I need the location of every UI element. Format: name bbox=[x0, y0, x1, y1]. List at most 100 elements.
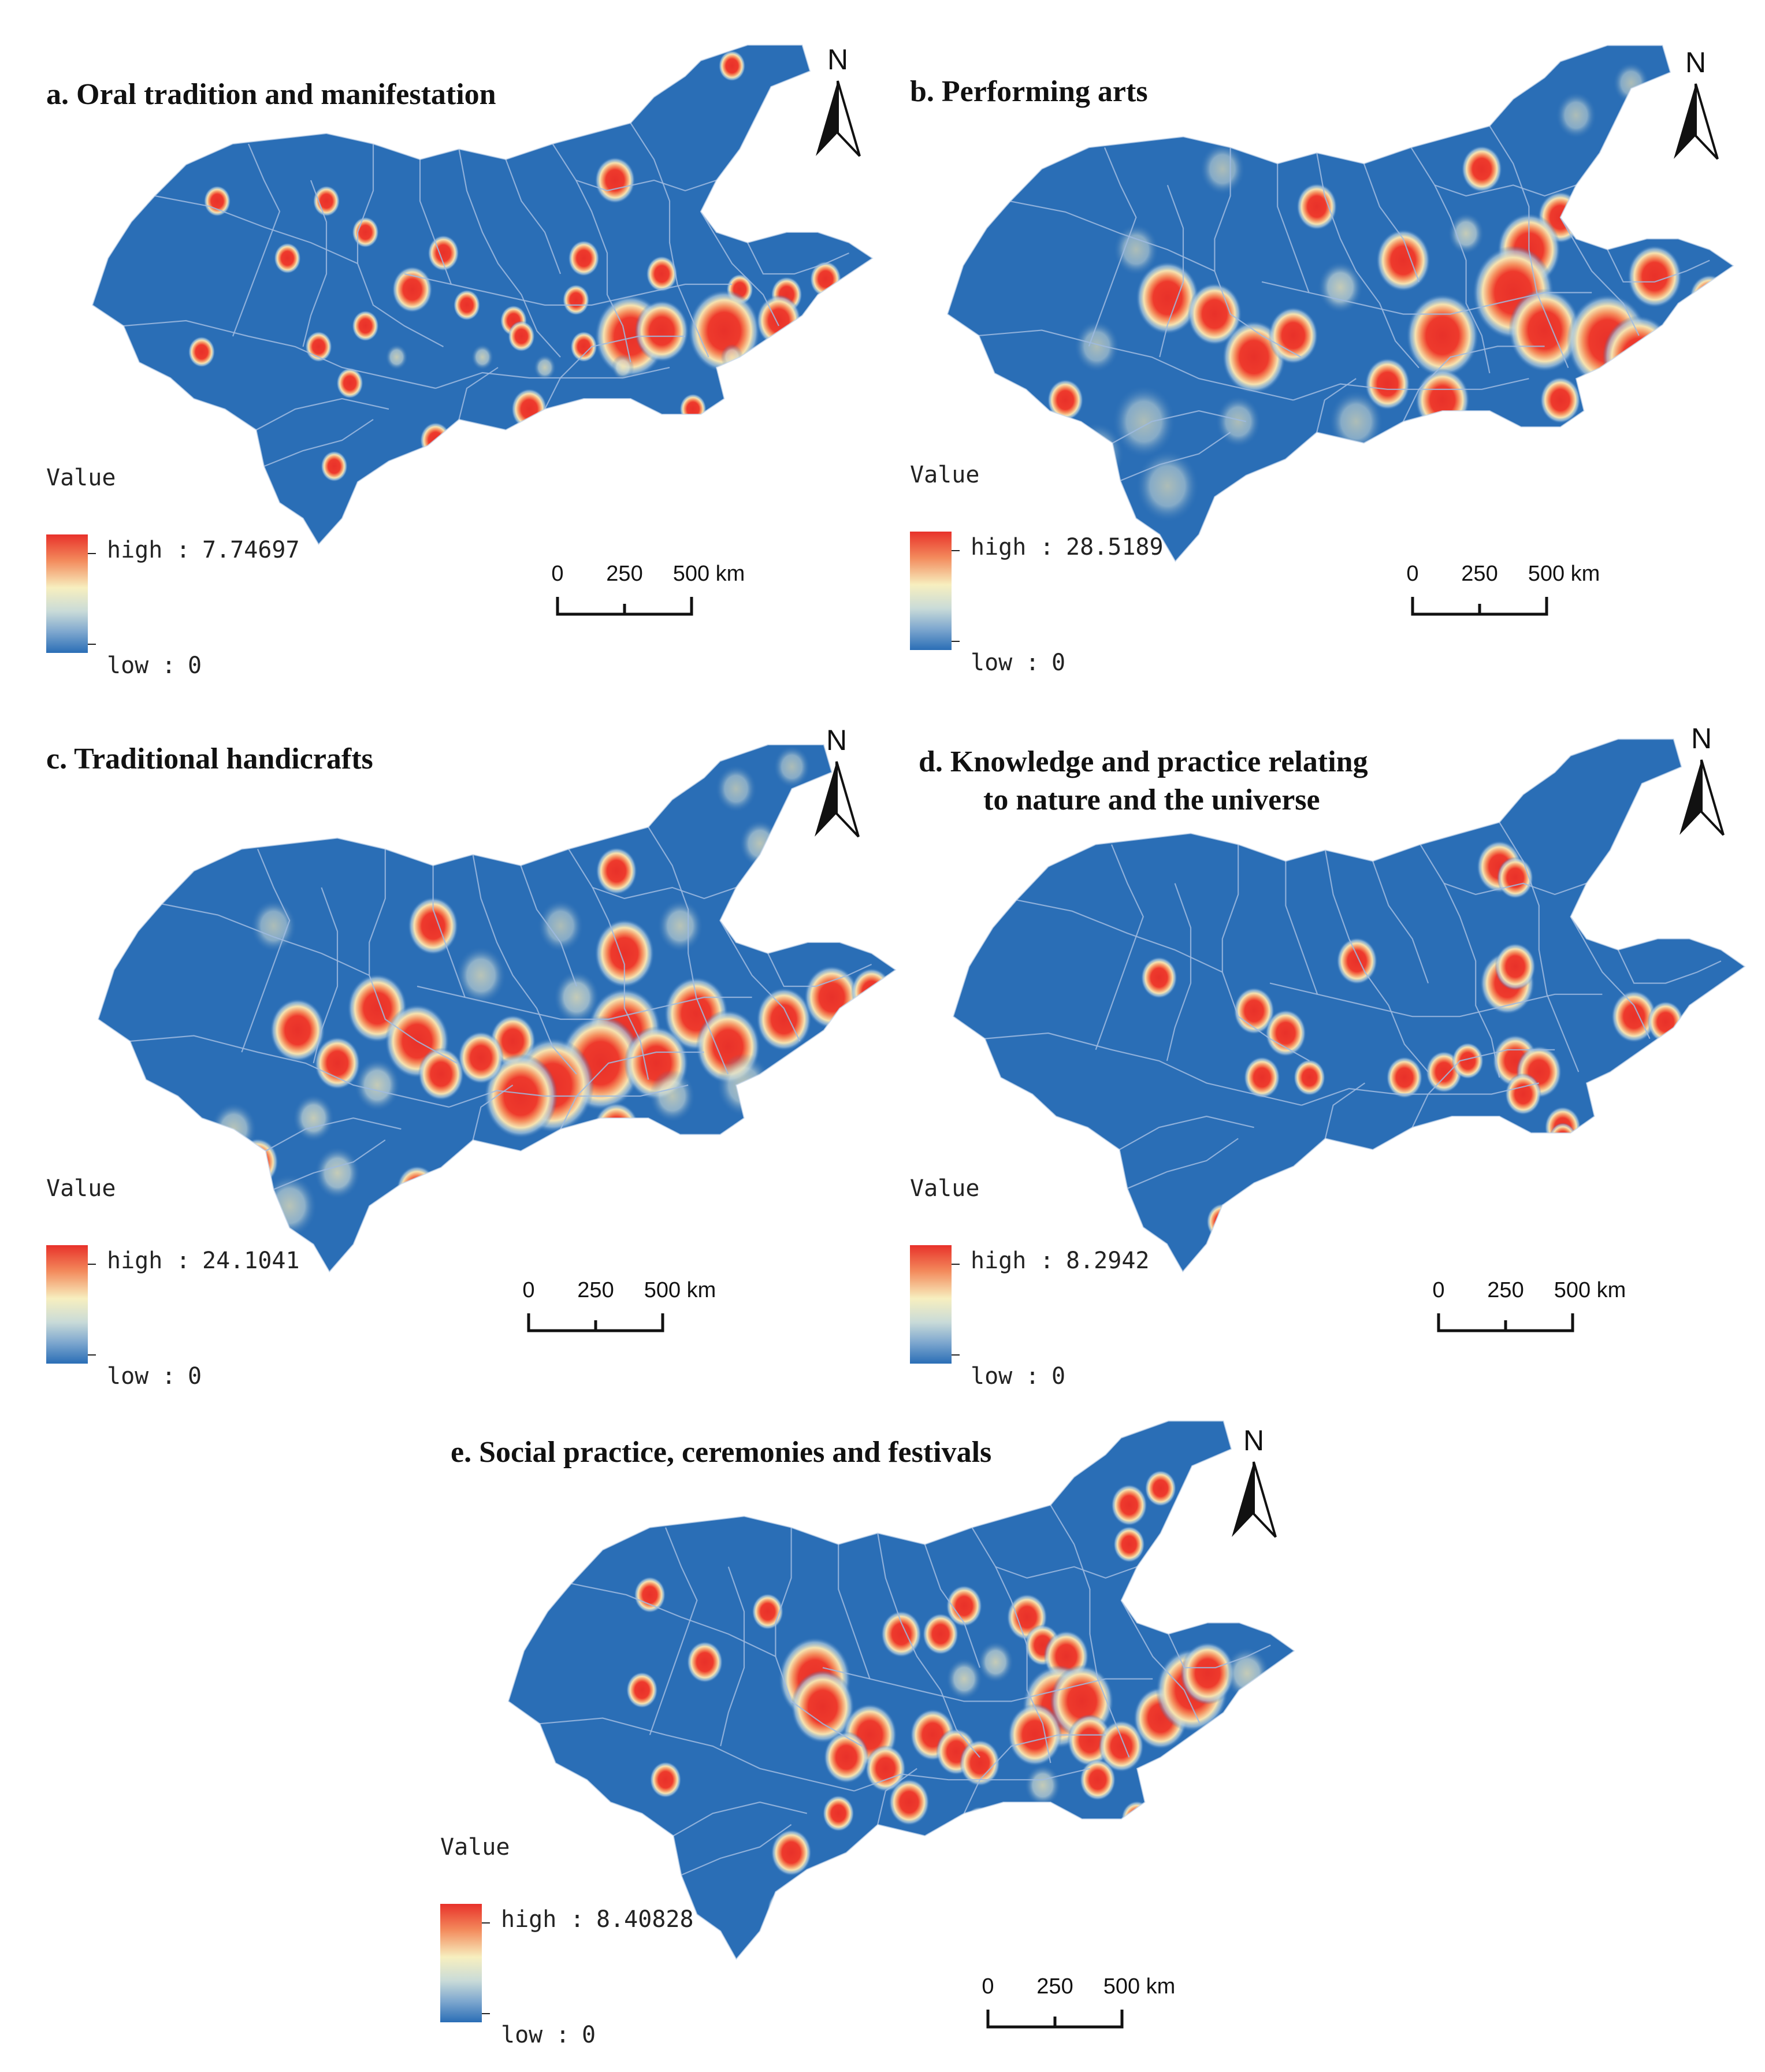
density-hotspot bbox=[1079, 1759, 1116, 1801]
admin-boundaries bbox=[123, 122, 849, 467]
density-hotspot bbox=[1121, 1800, 1153, 1837]
scale-bar-e: 0 250 500 km bbox=[982, 1974, 1175, 2029]
density-hotspot bbox=[1634, 344, 1675, 392]
legend-low-value: 0 bbox=[1051, 1363, 1065, 1390]
legend-low-value: 0 bbox=[582, 2022, 596, 2048]
density-hotspot bbox=[1024, 1764, 1061, 1806]
legend-high-label: high bbox=[501, 1906, 556, 1933]
scale-tick-label: 500 km bbox=[1554, 1278, 1626, 1302]
scale-bar-d: 0 250 500 km bbox=[1432, 1278, 1626, 1332]
scale-tick-label: 0 bbox=[1432, 1278, 1444, 1302]
panel-title-d: to nature and the universe bbox=[983, 784, 1320, 816]
scale-tick-label: 0 bbox=[522, 1278, 534, 1302]
density-hotspot bbox=[1296, 183, 1337, 231]
density-hotspot bbox=[1113, 223, 1159, 276]
scale-tick-label: 500 km bbox=[644, 1278, 716, 1302]
scale-tick-label: 500 km bbox=[673, 562, 745, 586]
density-hotspot bbox=[484, 1053, 558, 1139]
scale-tick-label: 0 bbox=[551, 562, 563, 586]
density-hotspot bbox=[752, 1593, 784, 1630]
density-hotspot bbox=[1243, 1056, 1280, 1099]
density-hotspot bbox=[562, 284, 590, 315]
region-map-e bbox=[508, 1421, 1294, 1959]
density-hotspot bbox=[959, 1739, 1001, 1787]
svg-text:N: N bbox=[1243, 1424, 1264, 1457]
density-hotspot bbox=[850, 968, 893, 1016]
density-hotspot bbox=[314, 1146, 361, 1200]
svg-text::: : bbox=[162, 1363, 176, 1390]
density-hotspot bbox=[1268, 307, 1318, 365]
density-hotspot bbox=[568, 240, 600, 277]
map-panel-a: a. Oral tradition and manifestation N Valu… bbox=[46, 43, 874, 679]
svg-text:N: N bbox=[1691, 722, 1712, 755]
density-layer-e bbox=[626, 1470, 1270, 1927]
density-hotspot bbox=[1448, 213, 1484, 255]
svg-text::: : bbox=[1025, 1363, 1039, 1390]
density-hotspot bbox=[611, 354, 634, 381]
admin-boundaries bbox=[984, 822, 1722, 1189]
density-hotspot bbox=[1329, 390, 1384, 453]
density-hotspot bbox=[270, 998, 325, 1062]
legend-heading: Value bbox=[440, 1834, 510, 1861]
density-hotspot bbox=[1627, 245, 1682, 308]
density-hotspot bbox=[292, 1094, 335, 1142]
density-hotspot bbox=[407, 897, 459, 955]
legend-low-label: low bbox=[107, 1363, 149, 1390]
north-arrow-icon: N bbox=[1679, 722, 1725, 836]
density-hotspot bbox=[686, 1641, 723, 1683]
panel-title-b: b. Performing arts bbox=[910, 75, 1148, 108]
density-hotspot bbox=[880, 1610, 922, 1658]
admin-boundaries bbox=[979, 125, 1710, 481]
density-hotspot bbox=[1135, 450, 1199, 523]
density-hotspot bbox=[977, 1641, 1014, 1683]
density-hotspot bbox=[1145, 1470, 1177, 1507]
density-hotspot bbox=[553, 971, 600, 1024]
density-hotspot bbox=[1265, 1009, 1306, 1057]
scale-tick-label: 0 bbox=[1406, 562, 1418, 586]
admin-boundaries bbox=[540, 1505, 1271, 1876]
legend-low-label: low bbox=[971, 1363, 1013, 1390]
density-hotspot bbox=[570, 331, 597, 362]
map-panel-c: c. Traditional handicraftsNValuehigh:24.… bbox=[46, 724, 897, 1390]
density-hotspot bbox=[1112, 385, 1176, 458]
density-hotspot bbox=[1504, 1073, 1541, 1115]
legend-heading: Value bbox=[46, 1175, 116, 1202]
density-hotspot bbox=[1140, 956, 1177, 999]
scale-bar-b: 0 250 500 km bbox=[1406, 562, 1600, 616]
svg-text::: : bbox=[1040, 534, 1054, 560]
density-hotspot bbox=[767, 1890, 800, 1927]
legend-low-label: low bbox=[501, 2022, 543, 2048]
svg-text:N: N bbox=[1685, 46, 1706, 79]
scale-tick-label: 250 bbox=[606, 562, 642, 586]
density-hotspot bbox=[865, 1745, 906, 1792]
panel-title-d: d. Knowledge and practice relating bbox=[919, 745, 1368, 778]
density-hotspot bbox=[419, 422, 452, 459]
svg-text::: : bbox=[1040, 1247, 1054, 1274]
legend-high-value: 7.74697 bbox=[202, 537, 300, 563]
legend-low-value: 0 bbox=[188, 652, 202, 679]
region-map-c bbox=[98, 745, 895, 1272]
density-hotspot bbox=[1098, 1720, 1144, 1773]
density-hotspot bbox=[396, 1165, 438, 1213]
density-hotspot bbox=[594, 157, 636, 204]
density-hotspot bbox=[1406, 294, 1479, 377]
density-hotspot bbox=[188, 336, 215, 367]
density-hotspot bbox=[791, 1670, 854, 1744]
density-hotspot bbox=[646, 255, 678, 292]
density-hotspot bbox=[634, 1576, 666, 1613]
density-hotspot bbox=[649, 1070, 696, 1123]
map-panel-d: d. Knowledge and practice relating to nat… bbox=[910, 722, 1746, 1390]
density-hotspot bbox=[314, 1037, 361, 1090]
density-hotspot bbox=[336, 367, 363, 399]
svg-text:N: N bbox=[826, 724, 847, 756]
density-hotspot bbox=[716, 1053, 772, 1117]
density-hotspot bbox=[594, 919, 655, 988]
density-hotspot bbox=[1233, 987, 1275, 1035]
density-hotspot bbox=[533, 354, 556, 381]
svg-text::: : bbox=[176, 1247, 190, 1274]
north-arrow-icon: N bbox=[815, 724, 860, 838]
density-layer-a bbox=[188, 50, 842, 482]
legend-colorbar bbox=[46, 534, 88, 653]
density-hotspot bbox=[1317, 261, 1363, 314]
